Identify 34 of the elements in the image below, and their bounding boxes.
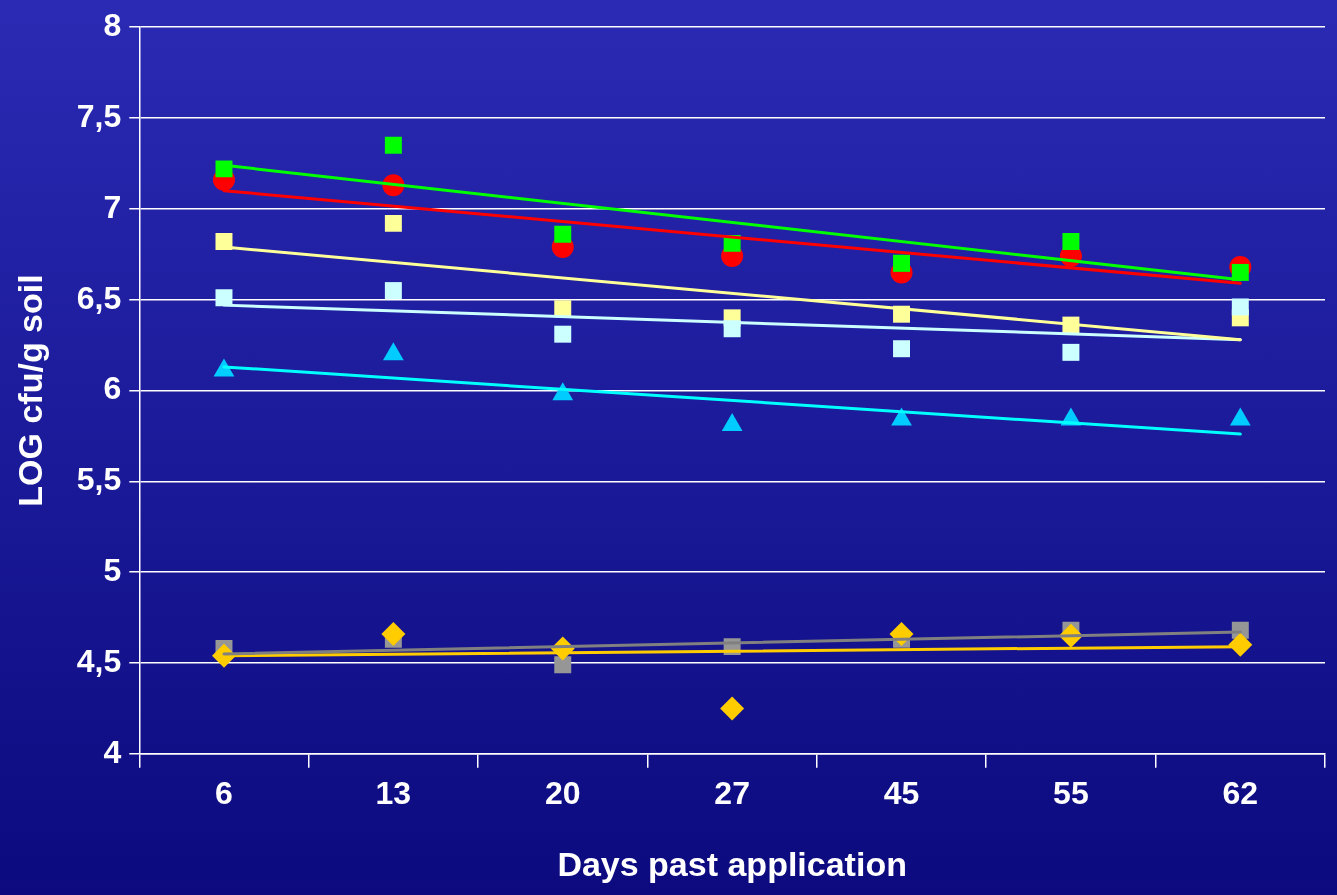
- y-tick-label: 4: [103, 733, 122, 770]
- x-tick-label: 27: [714, 774, 750, 811]
- point: [215, 289, 233, 307]
- x-tick-label: 6: [215, 774, 233, 811]
- point: [381, 621, 406, 646]
- point: [893, 340, 911, 358]
- point: [554, 325, 572, 343]
- y-tick-label: 4,5: [76, 642, 122, 679]
- x-tick-label: 20: [544, 774, 581, 811]
- x-tick-label: 55: [1053, 774, 1089, 811]
- point: [1062, 343, 1080, 361]
- x-tick-label: 62: [1222, 774, 1259, 811]
- x-axis-title: Days past application: [557, 844, 907, 883]
- point: [384, 136, 402, 154]
- y-tick-label: 8: [103, 7, 122, 44]
- y-tick-label: 5: [103, 551, 122, 588]
- x-tick-label: 45: [883, 774, 920, 811]
- point: [720, 696, 745, 721]
- y-tick-label: 6,5: [76, 279, 122, 316]
- point: [215, 233, 233, 251]
- point: [1062, 233, 1080, 251]
- point: [554, 225, 572, 243]
- y-tick-label: 7: [103, 188, 122, 225]
- point: [1231, 298, 1249, 316]
- point: [384, 214, 402, 232]
- y-tick-label: 7,5: [76, 97, 122, 134]
- x-tick-label: 13: [375, 774, 412, 811]
- point: [554, 656, 572, 674]
- y-tick-label: 5,5: [76, 461, 122, 498]
- point: [215, 160, 233, 178]
- y-axis-title: LOG cfu/g soil: [10, 274, 49, 507]
- y-tick-label: 6: [103, 370, 122, 407]
- point: [893, 254, 911, 272]
- point: [384, 282, 402, 300]
